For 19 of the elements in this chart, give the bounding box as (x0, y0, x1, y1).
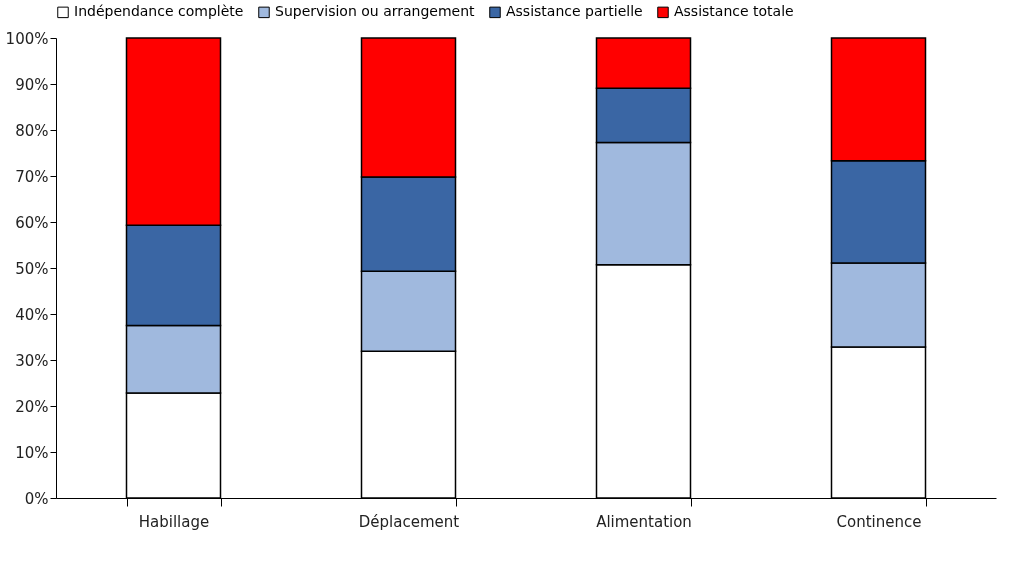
y-tick-label: 80% (15, 121, 49, 140)
y-tick-label: 100% (5, 29, 49, 48)
y-tick-label: 10% (15, 443, 49, 462)
y-tick-label: 60% (15, 213, 49, 232)
legend-label: Assistance partielle (506, 3, 643, 20)
x-tick-label: Continence (836, 512, 922, 531)
x-tick-label: Alimentation (596, 512, 692, 531)
y-tick-label: 0% (24, 489, 49, 508)
y-tick-label: 20% (15, 397, 49, 416)
legend-label: Assistance totale (674, 3, 794, 20)
x-tick-label: Habillage (138, 512, 210, 531)
y-tick-label: 50% (15, 259, 49, 278)
y-tick-label: 40% (15, 305, 49, 324)
legend-label: Indépendance complète (74, 3, 244, 20)
x-tick-label: Déplacement (358, 512, 460, 531)
y-tick-label: 70% (15, 167, 49, 186)
legend-label: Supervision ou arrangement (275, 3, 476, 20)
y-tick-label: 30% (15, 351, 49, 370)
y-tick-label: 90% (15, 75, 49, 94)
